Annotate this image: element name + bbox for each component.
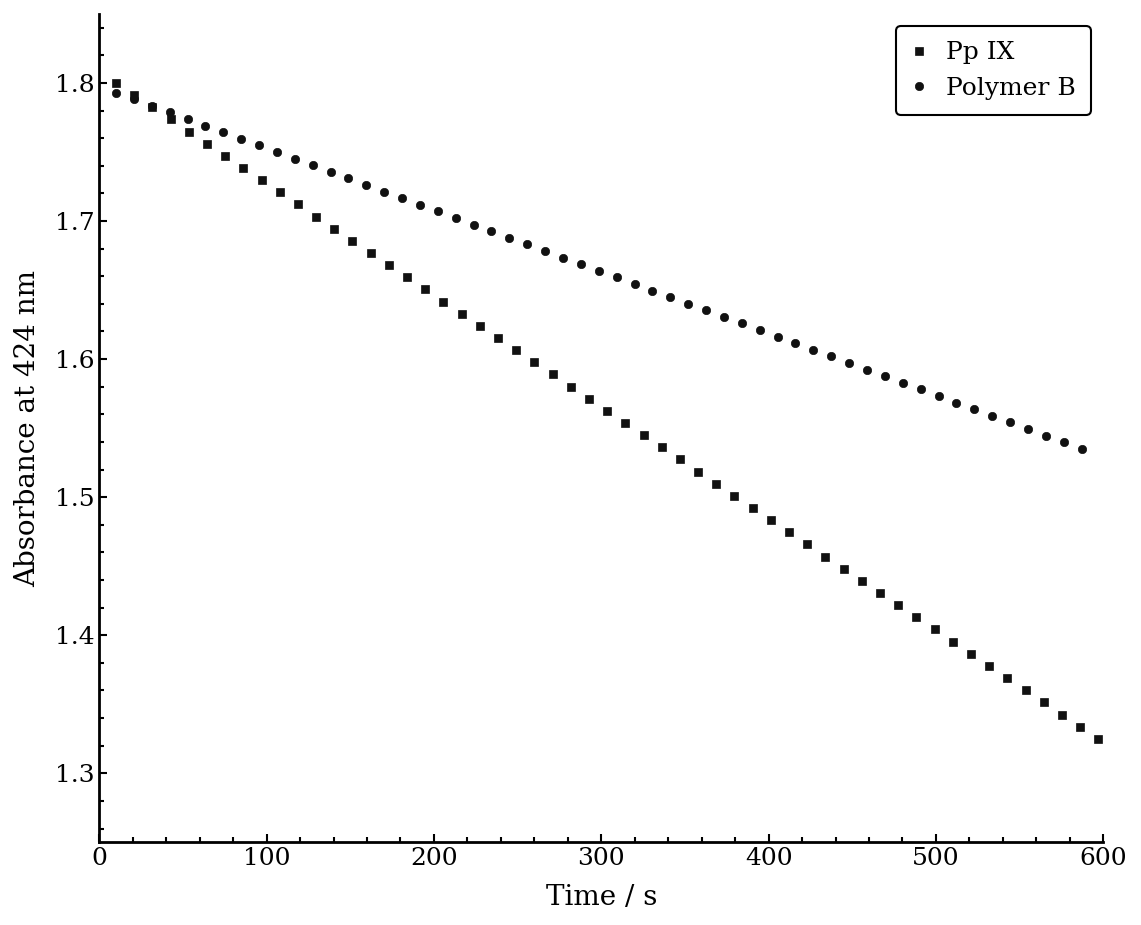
- Polymer B: [217, 127, 230, 138]
- Line: Polymer B: Polymer B: [112, 89, 1086, 453]
- Polymer B: [341, 173, 355, 184]
- Polymer B: [1075, 443, 1089, 454]
- Pp IX: [110, 78, 123, 89]
- Pp IX: [474, 320, 487, 331]
- Pp IX: [982, 660, 996, 672]
- Polymer B: [467, 219, 480, 230]
- Pp IX: [1092, 734, 1106, 745]
- Pp IX: [291, 199, 305, 210]
- Pp IX: [346, 235, 359, 246]
- Legend: Pp IX, Polymer B: Pp IX, Polymer B: [896, 27, 1091, 115]
- Pp IX: [1074, 722, 1087, 733]
- Polymer B: [288, 153, 301, 164]
- Polymer B: [968, 403, 981, 414]
- Line: Pp IX: Pp IX: [112, 80, 1102, 743]
- Y-axis label: Absorbance at 424 nm: Absorbance at 424 nm: [14, 269, 41, 586]
- Polymer B: [110, 87, 123, 98]
- Pp IX: [218, 150, 232, 161]
- X-axis label: Time / s: Time / s: [545, 884, 657, 911]
- Polymer B: [1057, 437, 1070, 448]
